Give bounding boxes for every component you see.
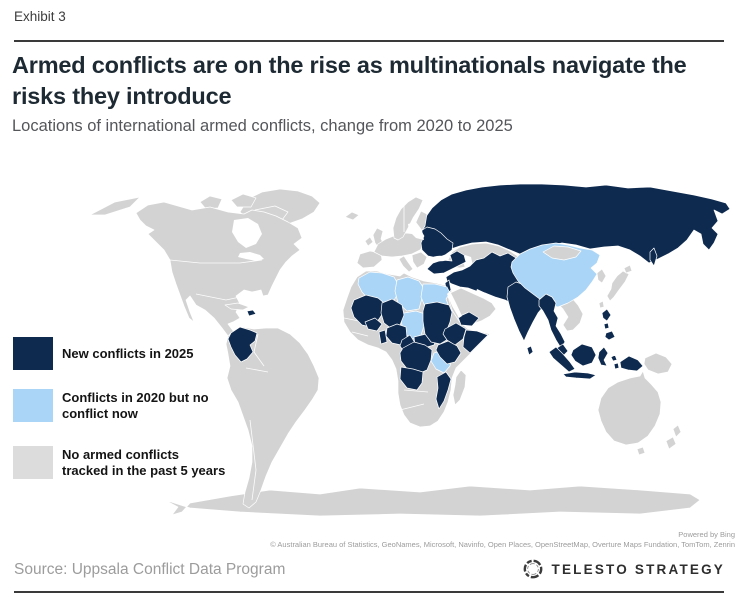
legend-item-new-conflicts: New conflicts in 2025 xyxy=(13,337,194,370)
legend-swatch-new-conflicts xyxy=(13,337,53,370)
legend-item-no-conflicts: No armed conflicts tracked in the past 5 … xyxy=(13,446,225,479)
source-note: Source: Uppsala Conflict Data Program xyxy=(14,561,286,578)
region-colombia xyxy=(227,326,258,363)
region-iceland xyxy=(344,211,360,221)
region-haiti xyxy=(246,309,257,317)
region-philippines xyxy=(601,308,612,322)
region-north-america xyxy=(135,201,303,343)
region-angola xyxy=(399,366,424,391)
legend-item-former-conflicts: Conflicts in 2020 but no conflict now xyxy=(13,389,209,422)
map-attribution: © Australian Bureau of Statistics, GeoNa… xyxy=(270,540,735,549)
region-antarctica xyxy=(164,485,701,517)
brand-text: TELESTO STRATEGY xyxy=(551,561,725,577)
region-borneo xyxy=(570,343,597,367)
region-mongolia xyxy=(542,245,582,261)
region-madagascar xyxy=(452,369,467,406)
region-myanmar-thailand xyxy=(538,293,566,349)
region-dr-congo xyxy=(399,341,433,375)
legend-label-new-conflicts: New conflicts in 2025 xyxy=(62,345,194,361)
exhibit-label: Exhibit 3 xyxy=(14,9,66,24)
telesto-ring-icon xyxy=(523,559,542,579)
legend-label-no-conflicts: No armed conflicts tracked in the past 5 … xyxy=(62,446,226,478)
region-egypt xyxy=(420,283,451,310)
region-somalia xyxy=(462,329,489,354)
brand-logo: TELESTO STRATEGY xyxy=(522,558,725,580)
map-asia-grays-over xyxy=(542,245,582,261)
region-burkina-faso xyxy=(364,317,383,332)
legend-swatch-former-conflicts xyxy=(13,389,53,422)
region-south-america xyxy=(225,326,320,509)
world-map xyxy=(89,183,731,517)
legend-label-former-conflicts: Conflicts in 2020 but no conflict now xyxy=(62,389,209,421)
map-americas-dark xyxy=(227,309,258,363)
region-west-papua xyxy=(619,355,644,372)
region-scandinavia xyxy=(392,196,424,241)
region-sumatra xyxy=(548,346,576,373)
region-mozambique xyxy=(435,371,452,410)
page-title: Armed conflicts are on the rise as multi… xyxy=(12,52,687,109)
region-new-zealand xyxy=(672,424,682,438)
map-credits: Powered by Bing © Australian Bureau of S… xyxy=(175,530,735,550)
region-australia xyxy=(597,370,662,446)
map-former-conflicts xyxy=(357,242,601,374)
map-se-asia-dark xyxy=(538,293,644,380)
region-cuba xyxy=(224,302,250,311)
legend-swatch-no-conflicts xyxy=(13,446,53,479)
region-uganda-kenya xyxy=(435,340,462,365)
region-ethiopia xyxy=(442,322,467,346)
region-libya xyxy=(394,276,424,312)
region-sulawesi xyxy=(597,346,609,367)
region-papua-new-guinea xyxy=(643,352,673,375)
top-divider xyxy=(14,40,724,42)
region-japan xyxy=(606,270,630,302)
page-subtitle: Locations of international armed conflic… xyxy=(12,117,513,135)
bottom-divider xyxy=(14,591,724,593)
powered-by-bing: Powered by Bing xyxy=(678,530,735,539)
region-java xyxy=(562,371,597,380)
map-africa-dark xyxy=(350,294,489,410)
map-water-details xyxy=(232,218,490,318)
region-china xyxy=(510,242,601,308)
region-yemen xyxy=(457,311,480,327)
region-iberia xyxy=(356,250,383,269)
